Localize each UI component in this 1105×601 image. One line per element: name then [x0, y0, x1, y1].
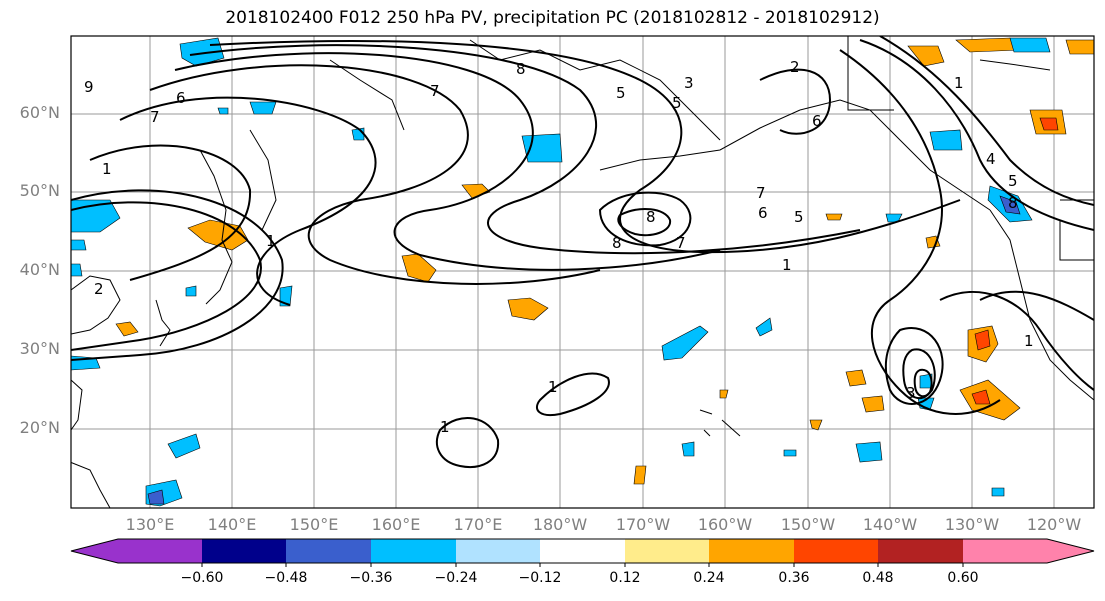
lon-label: 150°E	[289, 515, 339, 534]
lon-label: 150°W	[780, 515, 836, 534]
colorbar-segment	[625, 539, 709, 563]
contour-label: 3	[684, 74, 694, 92]
contour-label: 2	[790, 58, 800, 76]
colorbar-min-extend	[71, 539, 118, 563]
contour-label: 7	[150, 108, 160, 126]
contour-label: 6	[758, 204, 768, 222]
lat-label: 20°N	[19, 418, 60, 437]
contour-label: 9	[84, 78, 94, 96]
colorbar-segment	[794, 539, 878, 563]
contour-label: 2	[94, 280, 104, 298]
contour-label: 8	[612, 234, 622, 252]
lat-label: 60°N	[19, 103, 60, 122]
lon-label: 170°E	[453, 515, 503, 534]
contour-label: 5	[1008, 172, 1018, 190]
lon-label: 120°W	[1026, 515, 1082, 534]
colorbar-segment	[878, 539, 963, 563]
lon-label: 130°E	[125, 515, 175, 534]
contour-label: 6	[176, 89, 186, 107]
lat-label: 50°N	[19, 181, 60, 200]
contour-label: 1	[782, 256, 792, 274]
colorbar-tick-label: 0.12	[609, 570, 641, 586]
colorbar-max-extend	[1047, 539, 1094, 563]
lon-label: 160°E	[371, 515, 421, 534]
colorbar-outline	[70, 538, 1095, 564]
colorbar-segment	[963, 539, 1047, 563]
lat-label: 30°N	[19, 339, 60, 358]
map-frame	[70, 35, 1095, 509]
colorbar	[70, 538, 1095, 567]
graticule	[71, 36, 1094, 508]
colorbar-tick-label: 0.36	[778, 570, 810, 586]
colorbar-segment	[540, 539, 625, 563]
lon-label: 180°W	[532, 515, 588, 534]
contour-label: 1	[266, 232, 276, 250]
lon-label: 140°E	[207, 515, 257, 534]
contour-label: 1	[1024, 332, 1034, 350]
contour-label: 4	[986, 150, 996, 168]
lon-label: 170°W	[615, 515, 671, 534]
contour-label: 6	[812, 112, 822, 130]
contour-label: 8	[516, 60, 526, 78]
pv-contours	[71, 36, 1094, 468]
contour-label: 7	[756, 184, 766, 202]
coastlines	[71, 36, 1094, 508]
contour-label: 5	[794, 208, 804, 226]
lon-label: 160°W	[697, 515, 753, 534]
contour-label: 5	[672, 94, 682, 112]
colorbar-segment	[456, 539, 540, 563]
colorbar-segment	[371, 539, 456, 563]
colorbar-tick-label: 0.48	[862, 570, 894, 586]
colorbar-tick-label: 0.24	[693, 570, 725, 586]
colorbar-tick-label: −0.24	[434, 570, 478, 586]
colorbar-segment	[286, 539, 371, 563]
colorbar-segment	[118, 539, 202, 563]
contour-label: 7	[430, 82, 440, 100]
contour-label: 3	[906, 384, 916, 402]
colorbar-tick-label: −0.12	[518, 570, 562, 586]
colorbar-segment	[709, 539, 794, 563]
contour-labels: 6 7 9 1 2 7 8 5 3 5 6 7 8 8 7 6 5 1 1 1 …	[84, 58, 1034, 436]
colorbar-tick-label: 0.60	[947, 570, 979, 586]
contour-label: 1	[102, 160, 112, 178]
contour-label: 1	[954, 74, 964, 92]
map-title: 2018102400 F012 250 hPa PV, precipitatio…	[225, 8, 880, 28]
lon-label: 130°W	[944, 515, 1000, 534]
lon-label: 140°W	[862, 515, 918, 534]
contour-label: 5	[616, 84, 626, 102]
contour-label: 1	[440, 418, 450, 436]
precip-positive-patches	[115, 37, 1094, 485]
colorbar-tick-label: −0.60	[180, 570, 224, 586]
colorbar-tick-label: −0.48	[264, 570, 308, 586]
colorbar-tick-label: −0.36	[349, 570, 393, 586]
colorbar-segment	[202, 539, 286, 563]
contour-label: 8	[646, 208, 656, 226]
contour-label: 1	[548, 378, 558, 396]
contour-label: 8	[1008, 194, 1018, 212]
lat-label: 40°N	[19, 260, 60, 279]
contour-label: 7	[676, 234, 686, 252]
